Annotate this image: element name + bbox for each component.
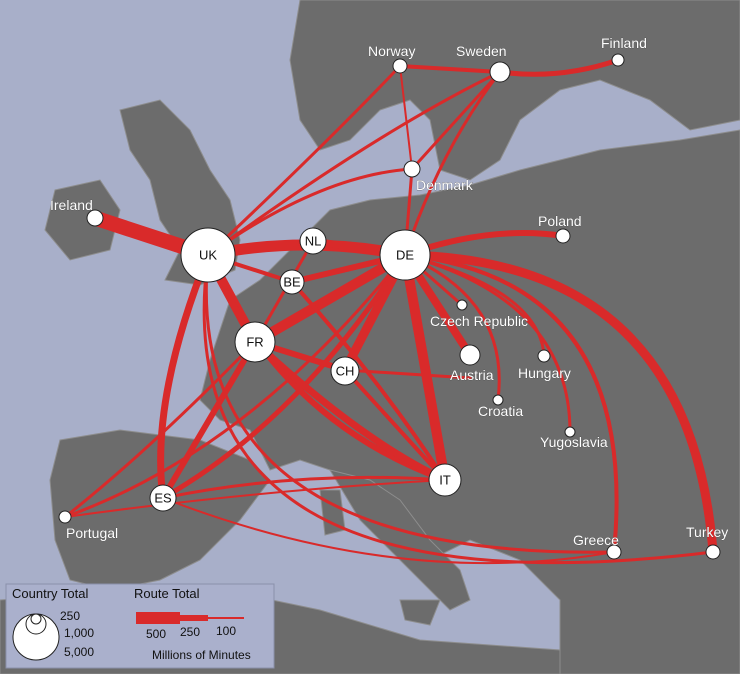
route-fr-portugal xyxy=(63,340,257,519)
continent-land xyxy=(199,129,740,674)
label-poland: Poland xyxy=(538,213,582,229)
country-labels: Ireland Norway Sweden Finland Denmark Po… xyxy=(50,35,729,548)
node-fr[interactable] xyxy=(234,321,276,363)
route-uk-sweden xyxy=(206,70,502,257)
label-denmark: Denmark xyxy=(416,177,474,193)
node-denmark[interactable] xyxy=(403,160,421,178)
route-sweden-finland xyxy=(497,57,621,77)
route-uk-turkey xyxy=(202,253,715,565)
route-uk-greece xyxy=(204,253,616,554)
scandinavia-land xyxy=(289,0,740,181)
route-de-turkey xyxy=(400,250,718,557)
label-portugal: Portugal xyxy=(66,525,118,541)
label-croatia: Croatia xyxy=(478,403,523,419)
route-norway-denmark xyxy=(399,65,413,170)
node-uk[interactable] xyxy=(180,227,236,283)
route-fr-de xyxy=(250,250,410,347)
node-poland[interactable] xyxy=(555,228,571,244)
route-de-croatia xyxy=(403,253,501,402)
legend-route-100-bar xyxy=(208,617,244,619)
legend-route-total-title: Route Total xyxy=(134,586,200,601)
route-ch-it xyxy=(343,368,447,482)
node-be[interactable] xyxy=(279,269,305,295)
node-portugal[interactable] xyxy=(58,510,72,524)
route-sweden-denmark xyxy=(410,70,502,171)
route-be-it xyxy=(290,280,447,482)
label-fr: FR xyxy=(246,335,263,350)
node-ch[interactable] xyxy=(330,356,360,386)
route-uk-denmark xyxy=(206,167,414,257)
label-ireland: Ireland xyxy=(50,197,93,213)
sicily-land xyxy=(399,599,441,626)
label-uk: UK xyxy=(199,248,217,263)
legend-route-250: 250 xyxy=(180,625,200,639)
node-inner-labels: UK DE FR IT NL BE CH ES xyxy=(154,234,451,506)
route-uk-it xyxy=(205,252,448,483)
label-be: BE xyxy=(283,275,301,290)
node-hungary[interactable] xyxy=(537,349,551,363)
ireland-land xyxy=(44,179,121,261)
label-greece: Greece xyxy=(573,532,619,548)
legend-country-total-title: Country Total xyxy=(12,586,88,601)
legend-route-500-bar xyxy=(136,612,180,624)
route-sweden-norway xyxy=(398,64,502,74)
route-de-greece xyxy=(403,253,619,554)
label-hungary: Hungary xyxy=(518,365,571,381)
route-es-it xyxy=(161,475,447,500)
route-de-portugal xyxy=(63,253,407,519)
label-austria: Austria xyxy=(450,367,494,383)
node-turkey[interactable] xyxy=(705,544,721,560)
label-finland: Finland xyxy=(601,35,647,51)
node-norway[interactable] xyxy=(392,58,408,74)
legend-country-1000: 1,000 xyxy=(64,626,94,640)
route-uk-norway xyxy=(206,64,402,257)
legend-country-250: 250 xyxy=(60,609,80,623)
legend: Country Total Route Total 250 1,000 5,00… xyxy=(5,583,275,669)
legend-country-5000: 5,000 xyxy=(64,645,94,659)
legend-route-500: 500 xyxy=(146,627,166,641)
route-de-it xyxy=(400,250,450,485)
legend-units: Millions of Minutes xyxy=(152,648,251,662)
legend-route-250-bar xyxy=(180,615,208,621)
route-de-hungary xyxy=(403,253,546,358)
node-austria[interactable] xyxy=(459,344,481,366)
route-es-greece xyxy=(162,497,615,565)
node-nl[interactable] xyxy=(299,227,327,255)
legend-circle-250 xyxy=(30,613,42,625)
country-nodes xyxy=(58,53,721,560)
route-uk-es xyxy=(157,251,212,502)
node-es[interactable] xyxy=(149,484,177,512)
legend-route-100: 100 xyxy=(216,624,236,638)
node-greece[interactable] xyxy=(606,544,622,560)
route-fr-es xyxy=(160,339,258,501)
label-es: ES xyxy=(154,491,172,506)
label-ch: CH xyxy=(336,364,355,379)
label-norway: Norway xyxy=(368,43,415,59)
node-croatia[interactable] xyxy=(492,394,504,406)
label-yugoslavia: Yugoslavia xyxy=(540,434,608,450)
route-de-es xyxy=(160,252,408,501)
node-de[interactable] xyxy=(379,229,431,281)
label-de: DE xyxy=(396,248,414,263)
label-czech: Czech Republic xyxy=(430,313,528,329)
label-it: IT xyxy=(439,473,451,488)
node-sweden[interactable] xyxy=(489,61,511,83)
node-czech[interactable] xyxy=(456,299,468,311)
route-de-sweden xyxy=(403,70,502,257)
node-it[interactable] xyxy=(428,463,462,497)
node-finland[interactable] xyxy=(611,53,625,67)
label-nl: NL xyxy=(305,234,322,249)
node-ireland[interactable] xyxy=(86,209,104,227)
route-fr-it xyxy=(251,338,449,484)
route-portugal-it xyxy=(64,479,446,518)
label-turkey: Turkey xyxy=(686,524,728,540)
node-yugoslavia[interactable] xyxy=(564,426,576,438)
label-sweden: Sweden xyxy=(456,43,507,59)
